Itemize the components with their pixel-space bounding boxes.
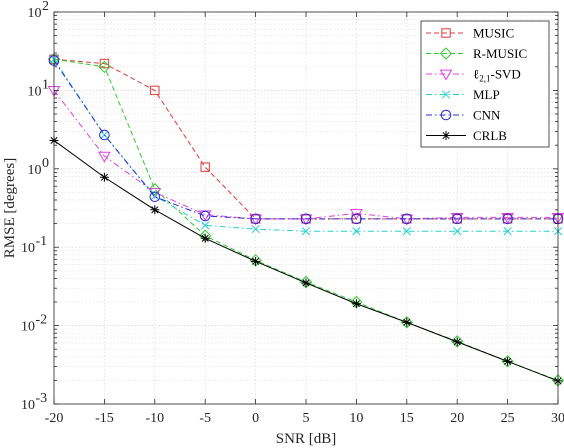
legend-marker bbox=[441, 131, 451, 140]
y-tick-label: 10 1 bbox=[28, 77, 50, 99]
series-line bbox=[53, 60, 558, 220]
series-6 bbox=[49, 135, 563, 386]
data-point bbox=[200, 233, 210, 243]
y-tick-label-base: 10 bbox=[28, 6, 42, 21]
x-tick-label: 30 bbox=[551, 411, 564, 426]
data-point bbox=[453, 227, 462, 236]
data-point bbox=[452, 337, 462, 347]
data-point bbox=[301, 278, 311, 288]
y-tick-label-base: 10 bbox=[21, 241, 35, 256]
legend-marker bbox=[439, 69, 453, 81]
x-tick-labels: -20 -15 -10 -5 0 5 10 15 20 25 30 bbox=[45, 411, 564, 426]
data-point bbox=[149, 191, 161, 203]
data-point bbox=[249, 214, 262, 226]
x-tick-label: 10 bbox=[349, 411, 363, 426]
data-point bbox=[352, 227, 361, 236]
y-tick-label-exponent: -2 bbox=[36, 313, 48, 328]
x-axis-label: SNR [dB] bbox=[276, 431, 336, 447]
data-point bbox=[350, 209, 363, 220]
legend-entry: MLP bbox=[426, 87, 500, 102]
legend-marker bbox=[440, 109, 452, 121]
data-point bbox=[402, 317, 412, 327]
y-tick-label-exponent: -1 bbox=[36, 234, 48, 249]
legend-entry: ℓ2,1-SVD bbox=[426, 67, 521, 84]
legend-entry: CNN bbox=[426, 108, 501, 123]
data-point bbox=[401, 213, 413, 225]
x-tick-label: 15 bbox=[400, 411, 414, 426]
data-point bbox=[451, 213, 463, 225]
data-point bbox=[503, 356, 513, 366]
data-point bbox=[199, 210, 211, 222]
legend-marker bbox=[441, 28, 451, 38]
data-point bbox=[150, 85, 160, 96]
legend-entry: CRLB bbox=[426, 128, 507, 143]
data-point bbox=[402, 227, 411, 236]
data-point bbox=[98, 151, 111, 163]
legend-marker bbox=[441, 90, 451, 99]
data-point bbox=[251, 256, 261, 266]
series-5 bbox=[48, 55, 564, 225]
legend-label: ℓ2,1-SVD bbox=[473, 67, 521, 84]
axis-ticks bbox=[53, 11, 559, 405]
data-point bbox=[98, 60, 111, 74]
legend-label: MLP bbox=[473, 87, 500, 102]
x-tick-label: 25 bbox=[501, 411, 515, 426]
y-tick-label: 10 -3 bbox=[21, 391, 47, 413]
legend-entry: R-MUSIC bbox=[426, 46, 527, 61]
data-point bbox=[300, 213, 312, 225]
y-tick-label: 10 2 bbox=[28, 0, 50, 21]
legend-label: R-MUSIC bbox=[473, 46, 527, 61]
data-point bbox=[250, 213, 261, 225]
x-tick-label: 20 bbox=[450, 411, 464, 426]
data-point bbox=[351, 213, 362, 225]
legend-label: CRLB bbox=[473, 128, 507, 143]
data-point bbox=[299, 275, 313, 289]
data-point bbox=[200, 162, 210, 172]
legend-label: CNN bbox=[473, 108, 501, 123]
y-tick-label-exponent: 1 bbox=[42, 77, 49, 92]
x-tick-label: -20 bbox=[45, 411, 64, 426]
y-tick-label-base: 10 bbox=[21, 320, 35, 335]
data-point bbox=[251, 224, 260, 234]
y-tick-label-base: 10 bbox=[21, 398, 35, 413]
data-point bbox=[99, 129, 110, 141]
y-tick-label: 10 -1 bbox=[21, 234, 47, 256]
y-tick-label: 10 0 bbox=[28, 156, 50, 178]
legend-box bbox=[420, 20, 550, 148]
legend-label: MUSIC bbox=[473, 26, 514, 41]
data-point bbox=[503, 227, 512, 236]
data-point bbox=[99, 172, 109, 182]
data-point bbox=[351, 299, 361, 309]
data-point bbox=[201, 221, 210, 230]
x-tick-label: -10 bbox=[145, 411, 164, 426]
x-tick-label: 5 bbox=[303, 411, 310, 426]
y-tick-label-exponent: 2 bbox=[42, 0, 49, 14]
data-point bbox=[502, 213, 513, 225]
data-point bbox=[100, 130, 109, 140]
data-point bbox=[400, 214, 414, 226]
legend-marker bbox=[439, 47, 453, 60]
legend: MUSIC R-MUSIC ℓ2,1-SVD MLP CNN CRLB bbox=[420, 20, 550, 148]
x-tick-label: -5 bbox=[199, 411, 211, 426]
y-tick-label: 10 -2 bbox=[21, 313, 47, 335]
data-point bbox=[301, 227, 311, 236]
x-tick-label: -15 bbox=[95, 411, 114, 426]
y-tick-label-exponent: 0 bbox=[42, 156, 49, 171]
y-tick-label-exponent: -3 bbox=[36, 391, 48, 406]
legend-entry: MUSIC bbox=[426, 26, 514, 41]
y-axis-label: RMSE [degrees] bbox=[2, 158, 18, 258]
data-point bbox=[450, 335, 464, 348]
y-tick-label-base: 10 bbox=[28, 163, 42, 178]
data-point bbox=[150, 205, 160, 215]
y-tick-label-base: 10 bbox=[28, 84, 42, 99]
data-point bbox=[148, 182, 162, 196]
data-point bbox=[299, 214, 313, 226]
x-tick-label: 0 bbox=[252, 411, 259, 426]
